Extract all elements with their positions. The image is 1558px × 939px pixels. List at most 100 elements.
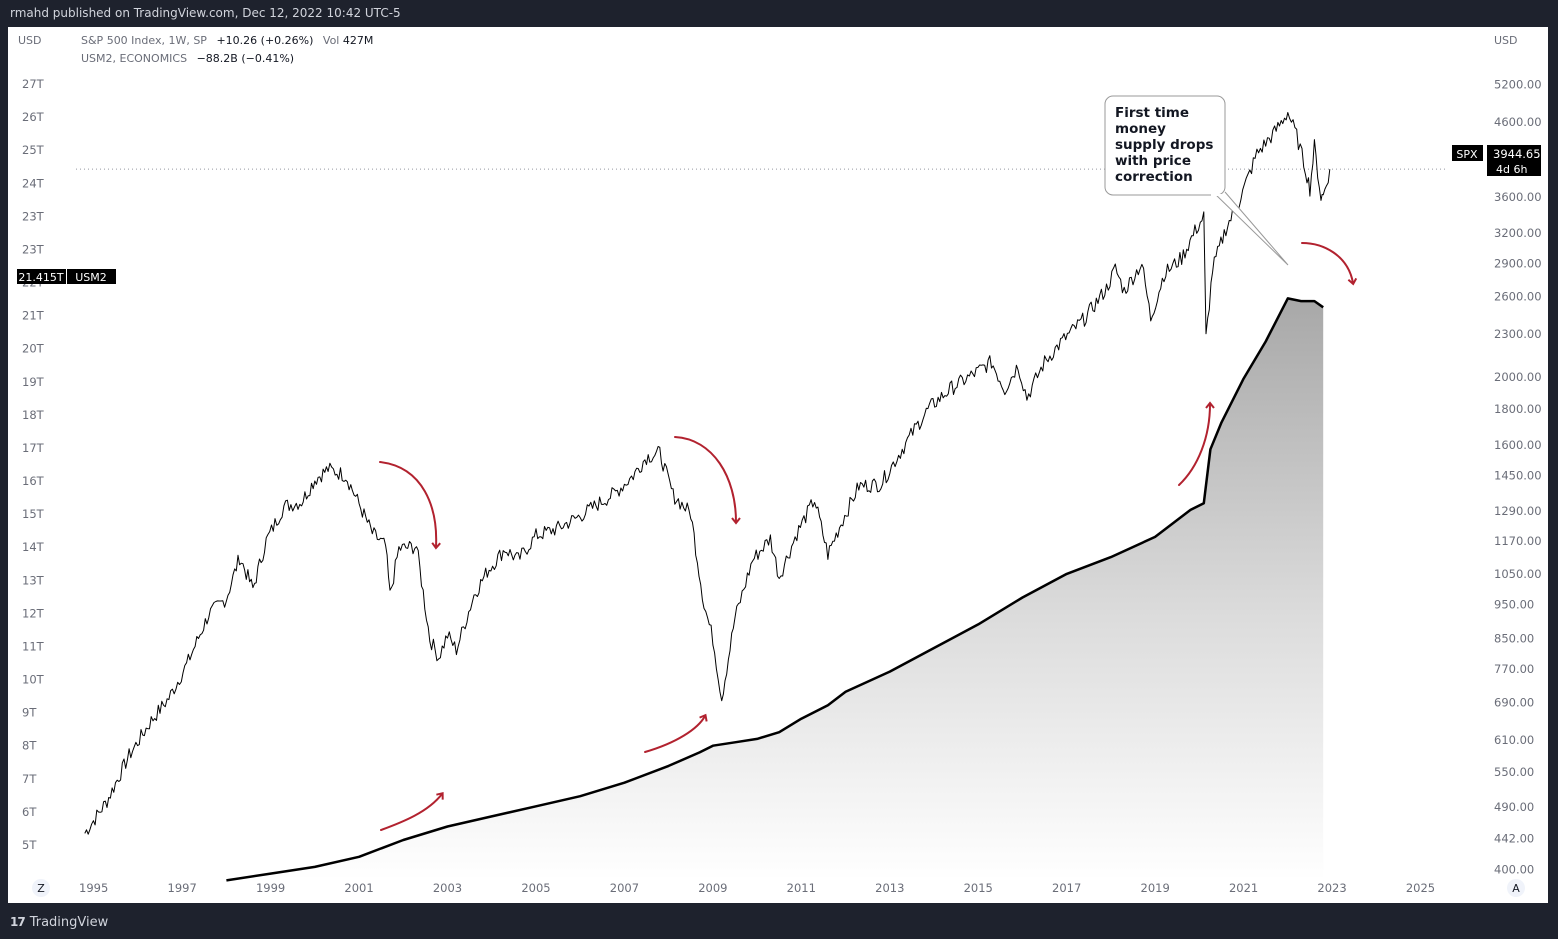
right-tick-label: 1170.00 — [1494, 534, 1542, 548]
tradingview-brand[interactable]: TradingView — [29, 914, 109, 930]
callout-line: correction — [1115, 169, 1193, 185]
right-tick-label: 1290.00 — [1494, 504, 1542, 518]
right-axis[interactable]: 400.00 442.00 490.00 550.00 610.00 690.00 770.… — [1494, 78, 1542, 877]
svg-text:First time money: First time money supply drops with price… — [1115, 105, 1218, 185]
callout-line: with price — [1115, 153, 1191, 169]
left-axis[interactable]: 5T 6T 7T 8T 9T 10T 11T 12T 13T 14T 15T 16T 17T 18T 19T… — [22, 77, 45, 852]
right-tick-label: 442.00 — [1494, 832, 1534, 846]
x-tick-label: 2011 — [787, 881, 816, 895]
right-currency-label: USD — [1494, 34, 1518, 47]
spx-tag-value: 3944.65 — [1493, 147, 1541, 161]
right-tick-label: 550.00 — [1494, 765, 1534, 779]
right-tick-label: 1050.00 — [1494, 567, 1542, 581]
usm2-legend-change: −88.2B (−0.41%) — [197, 52, 295, 65]
x-tick-label: 2015 — [964, 881, 993, 895]
spx-price-tag: SPX 3944.65 4d 6h — [1452, 145, 1541, 176]
left-tick-label: 5T — [22, 838, 37, 852]
footer: 17 TradingView — [10, 912, 108, 932]
x-tick-label: 2005 — [521, 881, 550, 895]
x-tick-label: 1997 — [168, 881, 197, 895]
x-tick-label: 2025 — [1406, 881, 1435, 895]
callout-line: supply drops — [1115, 137, 1213, 153]
left-tick-label: 19T — [22, 375, 45, 389]
x-tick-label: 2013 — [875, 881, 904, 895]
right-tick-label: 2600.00 — [1494, 290, 1542, 304]
spx-line — [84, 112, 1331, 835]
red-arrow-icon — [644, 713, 708, 753]
usm2-area-layer — [226, 298, 1324, 881]
right-tick-label: 4600.00 — [1494, 115, 1542, 129]
left-tick-label: 7T — [22, 772, 37, 786]
left-tick-label: 23T — [22, 209, 45, 223]
left-tick-label: 27T — [22, 77, 45, 91]
left-tick-label: 20T — [22, 342, 45, 356]
red-arrow-icon — [1301, 242, 1358, 286]
x-tick-label: 1999 — [256, 881, 285, 895]
spx-legend-name[interactable]: S&P 500 Index, 1W, SP — [81, 34, 207, 47]
left-tick-label: 26T — [22, 110, 45, 124]
left-tick-label: 23T — [22, 242, 45, 256]
left-tick-label: 25T — [22, 143, 45, 157]
usm2-tag-value: 21.415T — [18, 271, 63, 284]
left-tick-label: 16T — [22, 474, 45, 488]
right-tick-label: 490.00 — [1494, 800, 1534, 814]
left-tick-label: 14T — [22, 540, 45, 554]
auto-scale-label: A — [1512, 882, 1520, 895]
left-currency-label: USD — [18, 34, 42, 47]
x-tick-label: 2009 — [698, 881, 727, 895]
callout-line: money — [1115, 121, 1166, 137]
right-tick-label: 770.00 — [1494, 662, 1534, 676]
right-tick-label: 1600.00 — [1494, 438, 1542, 452]
red-arrow-icon — [379, 461, 441, 550]
zoom-toggle-button[interactable] — [32, 879, 50, 897]
left-tick-label: 18T — [22, 408, 45, 422]
usm2-price-tag: 21.415T USM2 — [17, 269, 116, 284]
spx-legend-vol-value: 427M — [343, 34, 374, 47]
usm2-line-layer — [226, 297, 1324, 882]
right-tick-label: 5200.00 — [1494, 78, 1542, 92]
left-tick-label: 15T — [22, 507, 45, 521]
left-tick-label: 11T — [22, 639, 45, 653]
right-tick-label: 850.00 — [1494, 632, 1534, 646]
x-tick-label: 1995 — [79, 881, 108, 895]
right-tick-label: 2300.00 — [1494, 327, 1542, 341]
usm2-legend-name[interactable]: USM2, ECONOMICS — [81, 52, 187, 65]
auto-scale-buttons: Z A — [32, 879, 1525, 897]
chart-svg[interactable]: First time money supply drops with price… — [8, 27, 1548, 903]
publisher-caption: rmahd published on TradingView.com, Dec … — [10, 6, 401, 20]
spx-legend-change: +10.26 (+0.26%) — [216, 34, 313, 47]
legend: USD USD S&P 500 Index, 1W, SP +10.26 (+0… — [18, 34, 1518, 65]
spx-tag-countdown: 4d 6h — [1496, 163, 1527, 176]
left-tick-label: 17T — [22, 441, 45, 455]
left-tick-label: 12T — [22, 606, 45, 620]
x-tick-label: 2023 — [1317, 881, 1346, 895]
tradingview-logo-icon[interactable]: 17 — [10, 915, 26, 929]
right-tick-label: 950.00 — [1494, 598, 1534, 612]
left-tick-label: 6T — [22, 805, 37, 819]
left-tick-label: 21T — [22, 309, 45, 323]
usm2-area-fill — [226, 298, 1324, 881]
callout-line: First time — [1115, 105, 1189, 121]
left-tick-label: 24T — [22, 176, 45, 190]
x-tick-label: 2021 — [1229, 881, 1258, 895]
left-tick-label: 9T — [22, 706, 37, 720]
spx-legend-vol-label: Vol — [323, 34, 339, 47]
time-axis[interactable]: 1995 1997 1999 2001 2003 2005 2007 2009 2011 2013… — [79, 881, 1435, 895]
right-tick-label: 1800.00 — [1494, 402, 1542, 416]
x-tick-label: 2001 — [344, 881, 373, 895]
left-tick-label: 13T — [22, 573, 45, 587]
right-tick-label: 610.00 — [1494, 733, 1534, 747]
right-tick-label: 2900.00 — [1494, 256, 1542, 270]
spx-line-layer — [84, 112, 1331, 835]
usm2-tag-symbol: USM2 — [75, 271, 107, 284]
x-tick-label: 2019 — [1141, 881, 1170, 895]
annotation-callout: First time money supply drops with price… — [1104, 95, 1289, 266]
chart-panel[interactable]: First time money supply drops with price… — [8, 27, 1548, 903]
x-tick-label: 2017 — [1052, 881, 1081, 895]
left-tick-label: 10T — [22, 673, 45, 687]
auto-scale-button[interactable] — [1507, 879, 1525, 897]
right-tick-label: 2000.00 — [1494, 370, 1542, 384]
spx-tag-symbol: SPX — [1456, 148, 1478, 161]
right-tick-label: 400.00 — [1494, 862, 1534, 876]
red-arrow-icon — [1178, 401, 1215, 486]
